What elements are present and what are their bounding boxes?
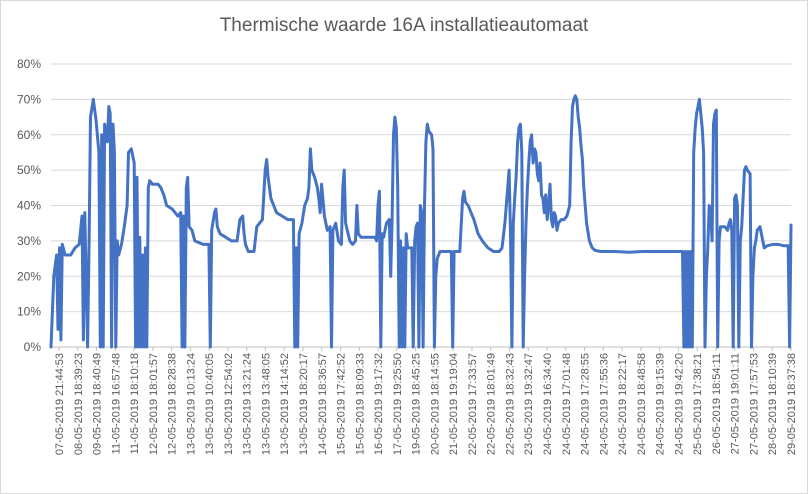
y-tick-label: 30%	[17, 234, 41, 248]
x-tick-label: 23-05-2019 19:32:47	[523, 353, 535, 455]
x-tick-label: 27-05-2019 19:01:11	[730, 353, 742, 454]
y-tick-label: 0%	[24, 340, 42, 354]
x-tick-label: 24-05-2019 18:22:17	[617, 353, 629, 455]
x-tick-label: 24-05-2019 19:15:39	[655, 353, 667, 455]
x-tick-label: 16-05-2019 19:17:32	[373, 353, 385, 455]
x-tick-label: 09-05-2019 18:40:49	[92, 353, 104, 455]
y-tick-label: 40%	[17, 199, 41, 213]
series-layer	[49, 94, 793, 349]
x-tick-label: 11-05-2019 16:57:48	[110, 353, 122, 454]
x-tick-label: 14-05-2019 18:36:57	[317, 353, 329, 455]
x-axis-tick-labels: 07-05-2019 21:44:53 08-05-2019 18:39:23 09…	[54, 347, 798, 455]
x-tick-label: 13-05-2019 10:40:05	[204, 353, 216, 455]
x-tick-label: 12-05-2019 18:28:38	[167, 353, 179, 455]
series-line	[49, 94, 793, 349]
y-tick-label: 10%	[17, 305, 41, 319]
x-tick-label: 13-05-2019 13:21:24	[242, 353, 254, 455]
x-tick-label: 17-05-2019 19:25:50	[392, 353, 404, 455]
x-tick-label: 13-05-2019 13:48:05	[260, 353, 272, 455]
x-tick-label: 24-05-2019 17:55:36	[598, 353, 610, 455]
x-tick-label: 11-05-2019 18:10:18	[129, 353, 141, 454]
y-tick-label: 70%	[17, 92, 41, 106]
x-tick-label: 15-05-2019 18:09:33	[354, 353, 366, 455]
x-tick-label: 08-05-2019 18:39:23	[73, 353, 85, 455]
x-tick-label: 26-05-2019 18:54:11	[711, 353, 723, 454]
chart-title: Thermische waarde 16A installatieautomaa…	[219, 15, 589, 36]
x-tick-label: 12-05-2019 18:01:57	[148, 353, 160, 455]
x-tick-label: 13-05-2019 14:14:52	[279, 353, 291, 455]
x-tick-label: 22-05-2019 18:32:43	[504, 353, 516, 455]
x-tick-label: 15-05-2019 17:42:52	[336, 353, 348, 455]
x-tick-label: 13-05-2019 12:54:02	[223, 353, 235, 455]
x-tick-label: 24-05-2019 19:42:20	[673, 353, 685, 455]
x-tick-label: 22-05-2019 17:33:57	[467, 353, 479, 455]
y-tick-label: 20%	[17, 269, 41, 283]
y-tick-label: 80%	[17, 57, 41, 71]
x-tick-label: 24-05-2019 17:28:55	[580, 353, 592, 455]
x-tick-label: 21-05-2019 19:19:04	[448, 353, 460, 455]
x-tick-label: 13-05-2019 18:20:17	[298, 353, 310, 455]
x-tick-label: 19-05-2019 18:45:25	[411, 353, 423, 455]
x-tick-label: 28-05-2019 18:10:39	[767, 353, 779, 455]
x-tick-label: 22-05-2019 18:01:49	[486, 353, 498, 455]
x-tick-label: 29-05-2019 18:37:38	[786, 353, 798, 455]
x-tick-label: 25-05-2019 17:38:21	[692, 353, 704, 455]
x-tick-label: 24-05-2019 16:34:40	[542, 353, 554, 455]
y-axis-tick-labels: 0% 10% 20% 30% 40% 50% 60% 70% 80%	[17, 57, 41, 354]
x-tick-label: 24-05-2019 18:48:58	[636, 353, 648, 455]
x-tick-label: 20-05-2019 18:14:55	[429, 353, 441, 455]
x-tick-label: 07-05-2019 21:44:53	[54, 353, 66, 455]
x-tick-label: 27-05-2019 17:57:53	[748, 353, 760, 455]
y-tick-label: 60%	[17, 128, 41, 142]
x-tick-label: 24-05-2019 17:01:48	[561, 353, 573, 455]
y-tick-label: 50%	[17, 163, 41, 177]
x-tick-label: 13-05-2019 10:13:24	[185, 353, 197, 455]
